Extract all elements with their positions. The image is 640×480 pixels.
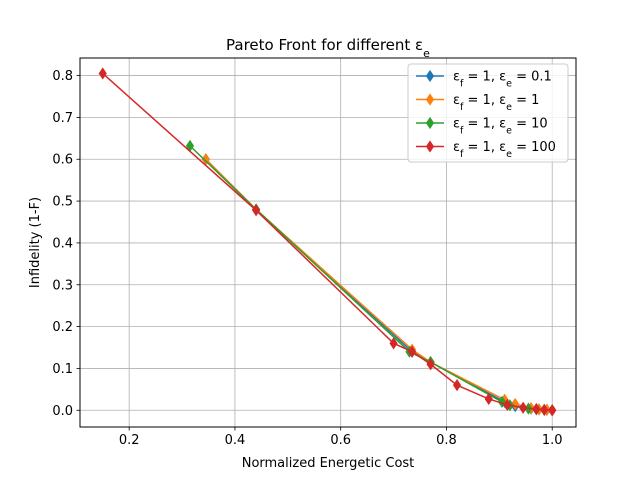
x-tick-label: 0.4 <box>225 433 246 448</box>
x-tick-label: 0.6 <box>330 433 351 448</box>
data-point <box>98 67 107 80</box>
legend-item-2: εf = 1, εe = 1 <box>416 93 539 113</box>
data-point <box>540 403 549 416</box>
legend-item-1: εf = 1, εe = 0.1 <box>416 69 552 90</box>
y-tick-label: 0.3 <box>52 278 73 293</box>
data-point <box>407 345 417 358</box>
data-point <box>532 402 541 416</box>
x-tick-label: 1.0 <box>542 433 563 448</box>
grid-lines <box>80 58 576 427</box>
legend-swatch-marker <box>425 140 435 153</box>
legend-label: εf = 1, εe = 100 <box>453 140 556 160</box>
axis-ticks: 0.2 0.4 0.6 0.8 1.0 0.0 0.1 0.2 0.3 0.4 0.5 0.6 0.7 0… <box>52 69 562 448</box>
data-point <box>452 379 462 392</box>
data-point <box>503 398 512 411</box>
legend-label: εf = 1, εe = 1 <box>453 93 539 113</box>
y-tick-label: 0.7 <box>52 111 73 126</box>
legend-label: εf = 1, εe = 0.1 <box>453 70 552 90</box>
y-tick-label: 0.1 <box>52 362 73 377</box>
y-tick-label: 0.0 <box>52 404 73 419</box>
data-point <box>548 404 557 417</box>
data-point <box>519 401 528 414</box>
legend-box <box>407 63 569 163</box>
plot-frame <box>79 57 577 428</box>
data-point <box>426 358 435 371</box>
legend-swatch-marker <box>425 93 435 106</box>
legend-swatch-marker <box>425 69 435 83</box>
series-layer <box>98 67 557 417</box>
data-point <box>389 337 398 350</box>
chart-title: Pareto Front for different εe <box>226 36 430 60</box>
y-axis-label: Infidelity (1-F) <box>28 197 43 288</box>
legend-item-3: εf = 1, εe = 10 <box>416 116 548 137</box>
legend-label: εf = 1, εe = 10 <box>453 117 548 137</box>
y-tick-label: 0.8 <box>52 69 73 84</box>
legend-item-4: εf = 1, εe = 100 <box>416 140 556 160</box>
x-axis-label: Normalized Energetic Cost <box>242 456 415 471</box>
y-tick-label: 0.2 <box>52 320 73 335</box>
data-point <box>252 204 261 217</box>
legend-swatch-marker <box>425 116 435 130</box>
y-tick-label: 0.4 <box>52 236 73 251</box>
y-tick-label: 0.5 <box>52 195 73 210</box>
x-tick-label: 0.8 <box>436 433 457 448</box>
x-tick-label: 0.2 <box>119 433 140 448</box>
legend: εf = 1, εe = 0.1 εf = 1, εe = 1 εf = 1, εe… <box>407 63 569 163</box>
y-tick-label: 0.6 <box>52 153 73 168</box>
series-4 <box>98 67 557 417</box>
data-point <box>484 392 493 406</box>
